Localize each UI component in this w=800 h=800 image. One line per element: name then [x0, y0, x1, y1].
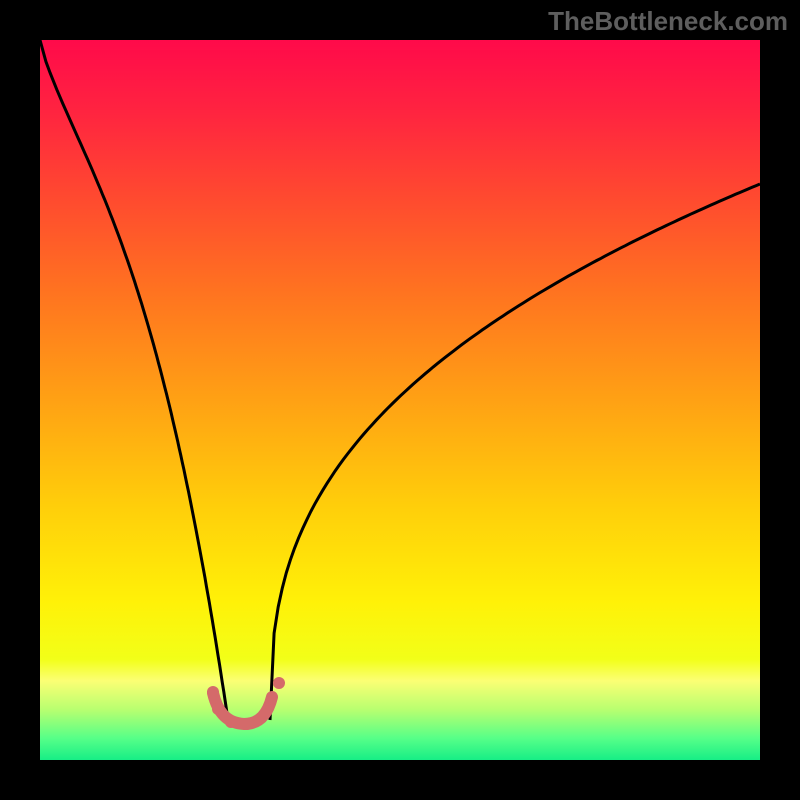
chart-container: TheBottleneck.com: [0, 0, 800, 800]
dip-marker: [255, 712, 267, 724]
dip-marker: [225, 716, 237, 728]
dip-marker: [212, 703, 224, 715]
dip-marker: [207, 686, 219, 698]
dip-marker: [273, 677, 285, 689]
bottleneck-chart: [0, 0, 800, 800]
dip-marker: [241, 718, 253, 730]
watermark-text: TheBottleneck.com: [548, 6, 788, 37]
chart-background: [40, 40, 760, 760]
